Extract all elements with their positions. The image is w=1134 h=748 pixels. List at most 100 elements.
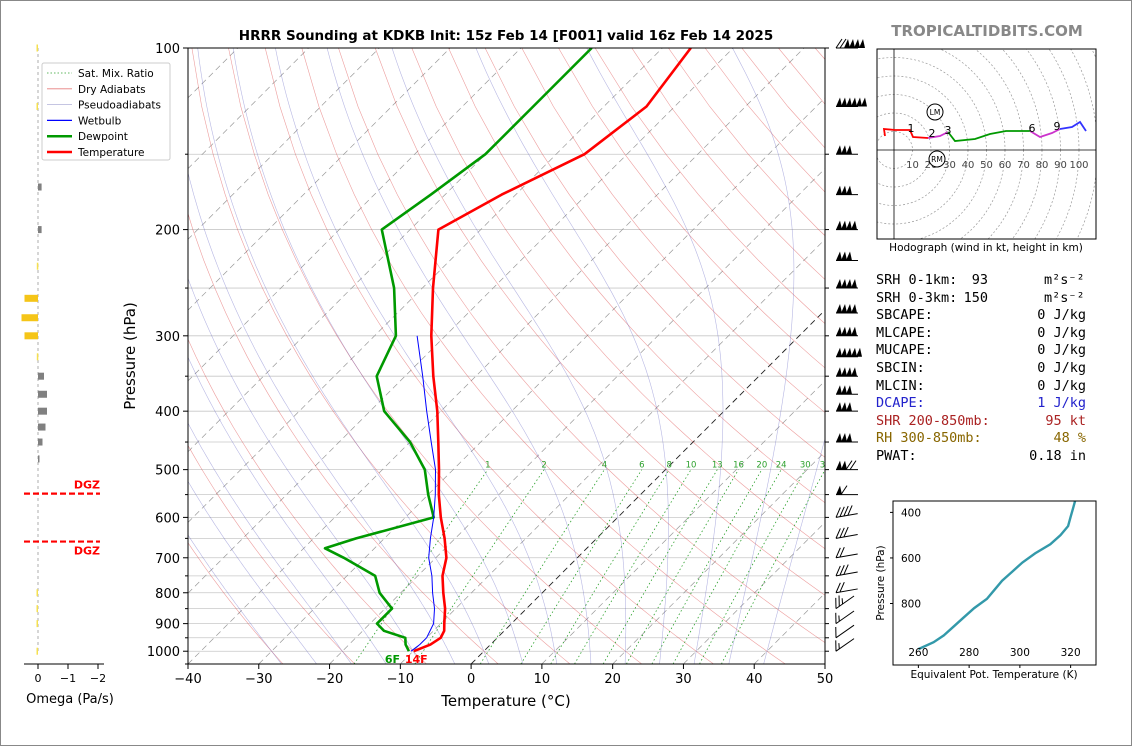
dry-adiabat	[188, 542, 284, 664]
theta-e-ytick-label: 800	[901, 599, 921, 611]
parameter-label: PWAT:	[876, 447, 917, 464]
wind-barb	[835, 595, 855, 610]
sounding-parameters: SRH 0-1km: 93 m²s⁻² SRH 0-3km: 150 m²s⁻² SBCAP…	[876, 272, 1116, 466]
parameter-label: SRH 0-1km:	[876, 272, 958, 288]
hodo-ring-label: 30	[943, 160, 956, 171]
mixing-ratio-label: 2	[541, 461, 546, 471]
pseudoadiabat	[188, 356, 387, 664]
x-tick-label: 20	[604, 672, 621, 687]
wind-barb	[836, 145, 858, 155]
wind-barb	[836, 279, 858, 289]
wind-barbs	[835, 38, 867, 652]
x-tick-label: 50	[817, 672, 834, 687]
wind-barb	[835, 581, 858, 594]
mixing-ratio-line	[626, 469, 739, 664]
surface-dewpoint-label: 6F	[385, 653, 400, 666]
omega-bar	[38, 372, 44, 380]
wind-barb	[835, 38, 865, 49]
omega-xlabel: Omega (Pa/s)	[26, 692, 114, 707]
dry-adiabat	[448, 48, 825, 504]
dry-adiabat	[338, 48, 825, 643]
omega-bar	[36, 647, 38, 655]
omega-bar	[36, 589, 38, 597]
theta-e-xtick-label: 280	[959, 647, 979, 659]
parameter-value: 150	[963, 289, 988, 306]
parameter-label: SBCIN:	[876, 359, 925, 376]
isotherm	[188, 48, 309, 170]
parameter-label: SHR 200-850mb:	[876, 412, 990, 429]
surface-temperature-label: 14F	[405, 653, 428, 666]
omega-tick-label: −2	[90, 672, 106, 685]
mixing-ratio-label: 16	[733, 461, 744, 471]
wind-barb	[836, 433, 858, 443]
omega-bar	[38, 226, 42, 234]
mixing-ratio-line	[651, 469, 763, 664]
pseudoadiabat	[188, 534, 282, 664]
isotherm	[612, 451, 825, 664]
pseudoadiabat	[188, 480, 317, 664]
parameter-label: SRH 0-3km:	[876, 289, 958, 306]
dry-adiabat	[411, 48, 825, 550]
mixing-ratio-line	[550, 469, 670, 664]
mixing-ratio-label: 4	[602, 461, 607, 471]
mixing-ratio-line	[574, 469, 692, 664]
hodo-ring-label: 60	[999, 160, 1012, 171]
parameter-row: PWAT: 0.18 in	[876, 448, 1116, 466]
legend-label: Dry Adiabats	[78, 84, 146, 96]
mixing-ratio-line	[520, 469, 643, 664]
hodograph-caption: Hodograph (wind in kt, height in km)	[889, 242, 1083, 254]
omega-bar	[21, 314, 38, 322]
omega-bar	[38, 423, 46, 431]
parameter-value: 0 J/kg	[1037, 307, 1086, 324]
pseudoadiabat	[275, 48, 558, 664]
series-dewpoint	[323, 48, 593, 652]
wind-barb	[835, 546, 858, 559]
wind-barb	[836, 485, 858, 496]
profile-lines: 6F 14F	[323, 48, 692, 666]
wind-barb	[835, 505, 858, 518]
wind-barb	[836, 185, 858, 196]
isotherm	[400, 238, 825, 664]
parameter-value: 0 J/kg	[1037, 359, 1086, 376]
hodo-segment	[1029, 128, 1061, 138]
mixing-ratio-line	[479, 469, 605, 664]
y-tick-label: 600	[155, 511, 180, 526]
wind-barb	[836, 304, 858, 314]
y-tick-label: 700	[155, 552, 180, 567]
theta-e-xtick-label: 300	[1010, 647, 1030, 659]
x-tick-label: 30	[675, 672, 692, 687]
dry-adiabat	[594, 48, 825, 325]
dry-adiabat	[188, 212, 499, 664]
mixing-ratio-line	[699, 469, 806, 664]
dry-adiabat	[188, 338, 427, 664]
wind-barb	[836, 402, 858, 412]
parameter-value: 93	[971, 272, 988, 288]
parameter-value: 0 J/kg	[1037, 377, 1086, 394]
parameter-label: DCAPE:	[876, 395, 925, 412]
hodo-height-label: 6	[1029, 122, 1036, 135]
dgz-label: DGZ	[74, 545, 100, 558]
wind-barb	[836, 97, 867, 107]
wind-barb	[836, 220, 858, 231]
pseudoadiabat	[188, 277, 421, 664]
mixing-ratio-label: 10	[686, 461, 697, 471]
omega-bar	[36, 44, 38, 52]
storm-motion-marker	[926, 103, 944, 121]
parameter-row: DCAPE: 1 J/kg	[876, 395, 1116, 413]
series-temperature	[413, 48, 692, 653]
parameter-unit: m²s⁻²	[1044, 272, 1085, 288]
hodograph-frame	[876, 48, 1097, 240]
legend-label: Wetbulb	[78, 115, 122, 127]
legend-label: Dewpoint	[78, 131, 128, 143]
parameter-label: MLCIN:	[876, 377, 925, 394]
omega-bar	[38, 183, 42, 191]
hodo-segment	[882, 128, 929, 139]
isotherm	[683, 521, 825, 664]
isotherm	[258, 97, 825, 664]
dry-adiabat	[191, 48, 571, 664]
x-tick-label: −10	[387, 672, 414, 687]
parameter-row: SRH 0-3km: 150 m²s⁻²	[876, 290, 1116, 308]
dry-adiabat	[558, 48, 825, 369]
omega-bar	[38, 438, 43, 446]
omega-bar	[36, 262, 39, 270]
